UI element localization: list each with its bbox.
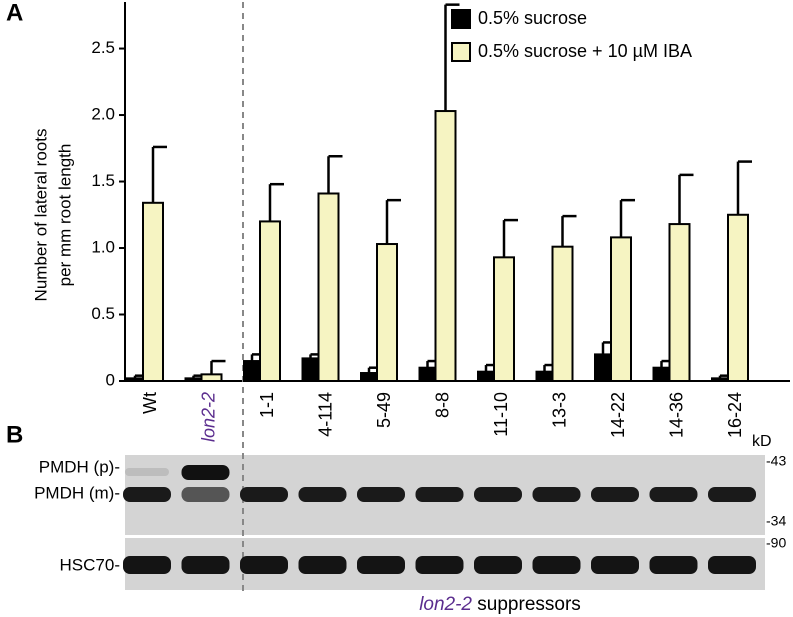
blot-band bbox=[357, 487, 405, 502]
blot-band bbox=[415, 556, 464, 574]
x-tick-label: 8-8 bbox=[432, 392, 452, 418]
bar bbox=[668, 223, 691, 382]
blot-band bbox=[591, 487, 639, 502]
bar bbox=[259, 220, 281, 382]
legend-label: 0.5% sucrose + 10 µM IBA bbox=[478, 41, 692, 61]
blot-band bbox=[125, 468, 169, 476]
blot-band bbox=[474, 487, 522, 502]
x-tick-label: 1-1 bbox=[257, 392, 277, 418]
blot-band bbox=[181, 556, 230, 574]
marker-label: -34 bbox=[766, 513, 786, 529]
bar bbox=[727, 213, 749, 382]
y-tick-label: 0 bbox=[106, 370, 115, 389]
y-tick-label: 2.5 bbox=[91, 38, 115, 57]
bar bbox=[360, 372, 378, 383]
x-tick-label: lon2-2 bbox=[198, 392, 218, 442]
blot-band bbox=[708, 487, 756, 502]
blot-band bbox=[181, 465, 230, 480]
y-tick-label: 1.0 bbox=[91, 238, 115, 257]
bar bbox=[301, 357, 320, 382]
bar bbox=[594, 353, 612, 382]
blot-band bbox=[591, 556, 639, 574]
x-tick-label: 16-24 bbox=[725, 392, 745, 438]
x-tick-label: 13-3 bbox=[549, 392, 569, 428]
blot-band bbox=[123, 487, 171, 502]
caption-text: suppressors bbox=[472, 594, 581, 615]
marker-label: -90 bbox=[766, 535, 786, 551]
bar bbox=[711, 377, 729, 383]
panel-label: B bbox=[6, 421, 23, 448]
blot-band bbox=[298, 487, 347, 502]
blot-band bbox=[123, 556, 171, 574]
bar bbox=[493, 256, 515, 383]
bar bbox=[317, 192, 340, 382]
legend-label: 0.5% sucrose bbox=[478, 8, 587, 28]
bar bbox=[126, 377, 144, 383]
bar bbox=[535, 370, 554, 382]
bar bbox=[418, 366, 437, 382]
y-tick-label: 1.5 bbox=[91, 171, 115, 190]
bar bbox=[200, 373, 223, 383]
bar bbox=[376, 243, 398, 382]
marker-label: -43 bbox=[766, 453, 786, 469]
blot-band bbox=[240, 556, 288, 574]
blot-band bbox=[415, 487, 464, 502]
blot-band bbox=[708, 556, 756, 574]
bar bbox=[434, 110, 457, 382]
band-label: HSC70- bbox=[60, 555, 120, 574]
legend-swatch bbox=[451, 9, 471, 29]
x-tick-label: 11-10 bbox=[491, 392, 511, 437]
caption: lon2-2 suppressors bbox=[419, 594, 581, 615]
bar bbox=[142, 201, 164, 382]
bar bbox=[184, 377, 203, 383]
blot-band bbox=[357, 556, 405, 574]
blot-band bbox=[240, 487, 288, 502]
unit-label: kD bbox=[752, 433, 772, 450]
bar bbox=[652, 366, 671, 382]
caption-strain: lon2-2 bbox=[419, 594, 472, 615]
blot-band bbox=[298, 556, 347, 574]
x-tick-label: Wt bbox=[140, 392, 160, 414]
bar bbox=[243, 360, 261, 383]
blot-band bbox=[474, 556, 522, 574]
blot-band bbox=[649, 556, 698, 574]
blot-band bbox=[532, 487, 581, 502]
legend-swatch bbox=[451, 42, 471, 62]
blot-band bbox=[649, 487, 698, 502]
blot-band bbox=[532, 556, 581, 574]
panel-label: A bbox=[6, 0, 23, 26]
x-tick-label: 14-22 bbox=[608, 392, 628, 438]
band-label: PMDH (m)- bbox=[34, 483, 120, 502]
bar bbox=[551, 245, 574, 382]
y-axis-label: Number of lateral roots bbox=[31, 129, 50, 302]
bar bbox=[477, 370, 495, 382]
y-tick-label: 0.5 bbox=[91, 304, 115, 323]
blot-band bbox=[181, 487, 230, 502]
x-tick-label: 14-36 bbox=[666, 392, 686, 438]
x-tick-label: 5-49 bbox=[374, 392, 394, 428]
bar bbox=[610, 236, 632, 382]
y-axis-label: per mm root length bbox=[55, 144, 74, 287]
x-tick-label: 4-114 bbox=[315, 392, 335, 437]
band-label: PMDH (p)- bbox=[39, 457, 120, 476]
y-tick-label: 2.0 bbox=[91, 105, 115, 124]
